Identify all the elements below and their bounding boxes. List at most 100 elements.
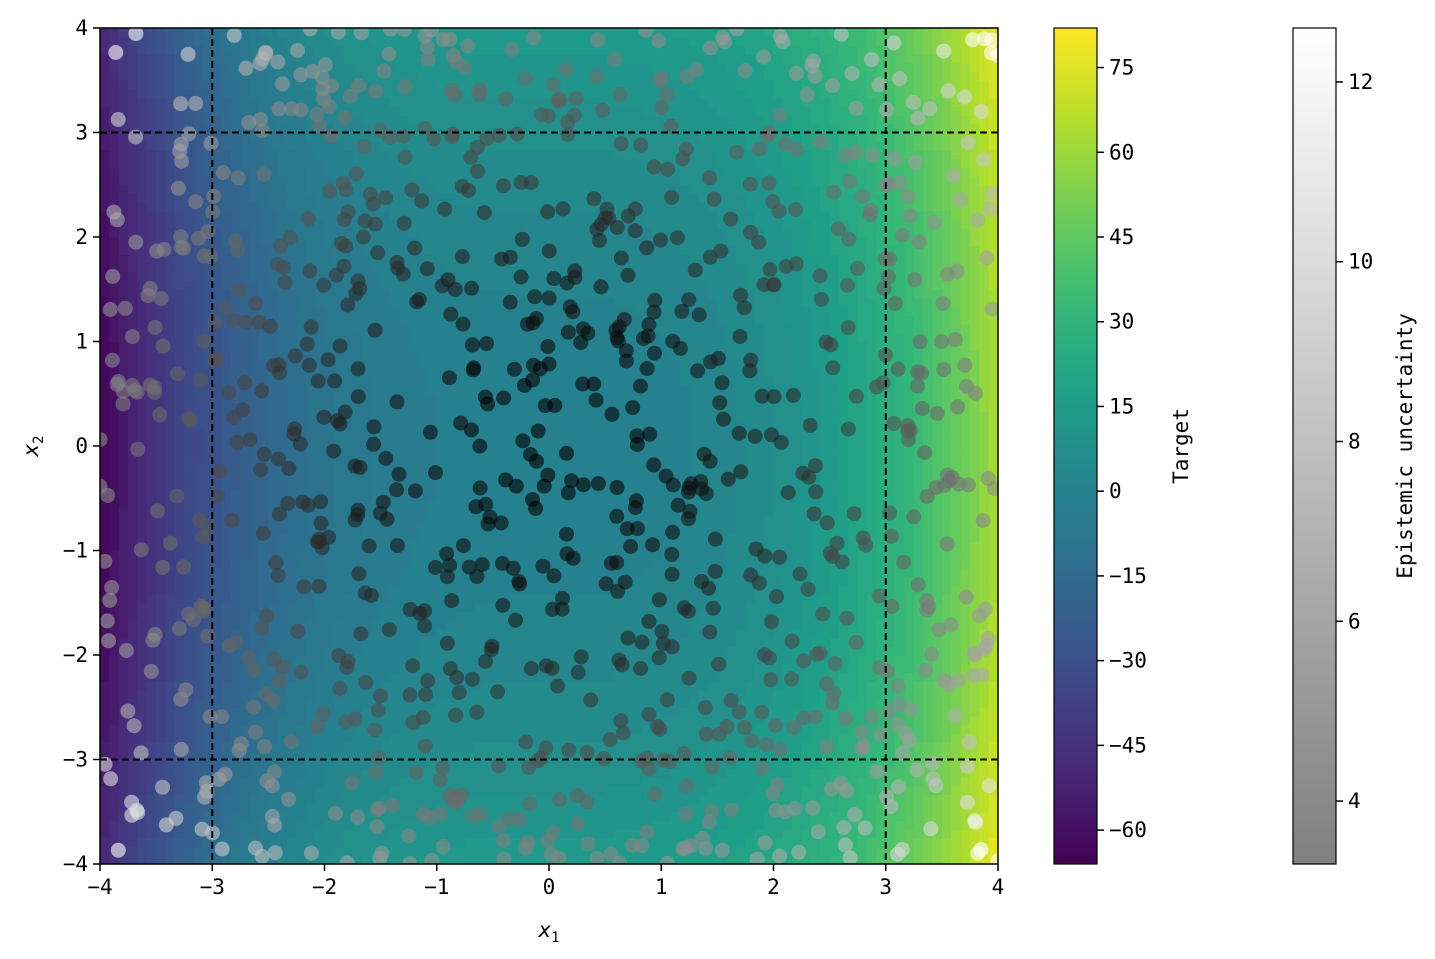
contour-cell xyxy=(184,332,195,343)
contour-cell xyxy=(333,576,344,586)
contour-cell xyxy=(352,585,363,595)
contour-cell xyxy=(558,141,569,151)
contour-cell xyxy=(408,219,419,229)
contour-cell xyxy=(156,750,167,761)
contour-cell xyxy=(193,219,204,229)
contour-cell xyxy=(549,123,559,134)
contour-cell xyxy=(128,733,139,743)
contour-cell xyxy=(399,498,410,508)
contour-cell xyxy=(296,480,307,491)
contour-cell xyxy=(483,428,494,438)
contour-cell xyxy=(492,54,503,64)
contour-cell xyxy=(100,698,110,708)
contour-cell xyxy=(577,106,588,116)
contour-cell xyxy=(100,803,110,813)
contour-cell xyxy=(549,803,559,813)
contour-cell xyxy=(174,820,185,830)
contour-cell xyxy=(577,149,588,160)
contour-cell xyxy=(296,88,307,99)
contour-cell xyxy=(146,237,157,247)
contour-cell xyxy=(137,210,148,221)
contour-cell xyxy=(324,228,335,238)
contour-cell xyxy=(427,315,438,325)
contour-cell xyxy=(511,219,522,229)
contour-cell xyxy=(399,228,410,238)
contour-cell xyxy=(174,219,185,229)
contour-cell xyxy=(520,594,531,604)
contour-cell xyxy=(156,402,167,412)
contour-cell xyxy=(380,446,391,456)
contour-cell xyxy=(146,794,157,804)
contour-cell xyxy=(174,776,185,787)
contour-cell xyxy=(464,829,475,839)
contour-cell xyxy=(212,811,223,822)
contour-cell xyxy=(109,559,120,569)
contour-cell xyxy=(446,332,457,343)
contour-cell xyxy=(287,193,298,203)
contour-cell xyxy=(324,733,335,743)
contour-cell xyxy=(549,524,559,534)
contour-cell xyxy=(221,219,232,229)
contour-cell xyxy=(399,385,410,395)
contour-cell xyxy=(324,742,335,752)
contour-cell xyxy=(184,263,195,273)
contour-cell xyxy=(184,324,195,334)
contour-cell xyxy=(333,794,344,804)
contour-cell xyxy=(193,393,204,404)
contour-cell xyxy=(137,489,148,499)
contour-cell xyxy=(221,681,232,691)
contour-cell xyxy=(464,315,475,325)
contour-cell xyxy=(296,750,307,761)
contour-cell xyxy=(436,184,447,195)
contour-cell xyxy=(165,428,176,438)
contour-cell xyxy=(418,637,428,647)
contour-cell xyxy=(212,184,223,195)
contour-cell xyxy=(474,689,485,700)
contour-cell xyxy=(230,80,241,90)
contour-cell xyxy=(230,45,241,55)
contour-cell xyxy=(577,759,588,769)
contour-cell xyxy=(249,149,260,160)
contour-cell xyxy=(324,45,335,55)
contour-cell xyxy=(324,768,335,778)
contour-cell xyxy=(277,550,288,560)
contour-cell xyxy=(520,245,531,256)
contour-cell xyxy=(193,263,204,273)
contour-cell xyxy=(315,750,326,761)
contour-cell xyxy=(212,820,223,830)
contour-cell xyxy=(549,489,559,499)
contour-cell xyxy=(230,837,241,848)
contour-cell xyxy=(305,393,316,404)
contour-cell xyxy=(455,776,466,787)
contour-cell xyxy=(315,655,326,665)
contour-cell xyxy=(165,620,176,630)
contour-cell xyxy=(399,820,410,830)
contour-cell xyxy=(436,681,447,691)
contour-cell xyxy=(520,515,531,525)
contour-cell xyxy=(249,594,260,604)
contour-cell xyxy=(146,71,157,81)
contour-cell xyxy=(100,280,110,290)
contour-cell xyxy=(193,306,204,316)
contour-cell xyxy=(202,419,213,430)
contour-cell xyxy=(268,663,279,674)
contour-cell xyxy=(492,715,503,726)
contour-cell xyxy=(427,846,438,856)
contour-cell xyxy=(502,367,513,377)
contour-cell xyxy=(305,237,316,247)
contour-cell xyxy=(418,855,428,864)
contour-cell xyxy=(577,306,588,316)
contour-cell xyxy=(558,655,569,665)
contour-cell xyxy=(455,646,466,656)
contour-cell xyxy=(361,550,372,560)
contour-cell xyxy=(567,228,578,238)
contour-cell xyxy=(165,419,176,430)
contour-cell xyxy=(156,524,167,534)
contour-cell xyxy=(128,428,139,438)
contour-cell xyxy=(389,106,400,116)
contour-cell xyxy=(455,306,466,316)
contour-cell xyxy=(230,620,241,630)
contour-cell xyxy=(464,759,475,769)
contour-cell xyxy=(324,332,335,343)
contour-cell xyxy=(455,515,466,525)
